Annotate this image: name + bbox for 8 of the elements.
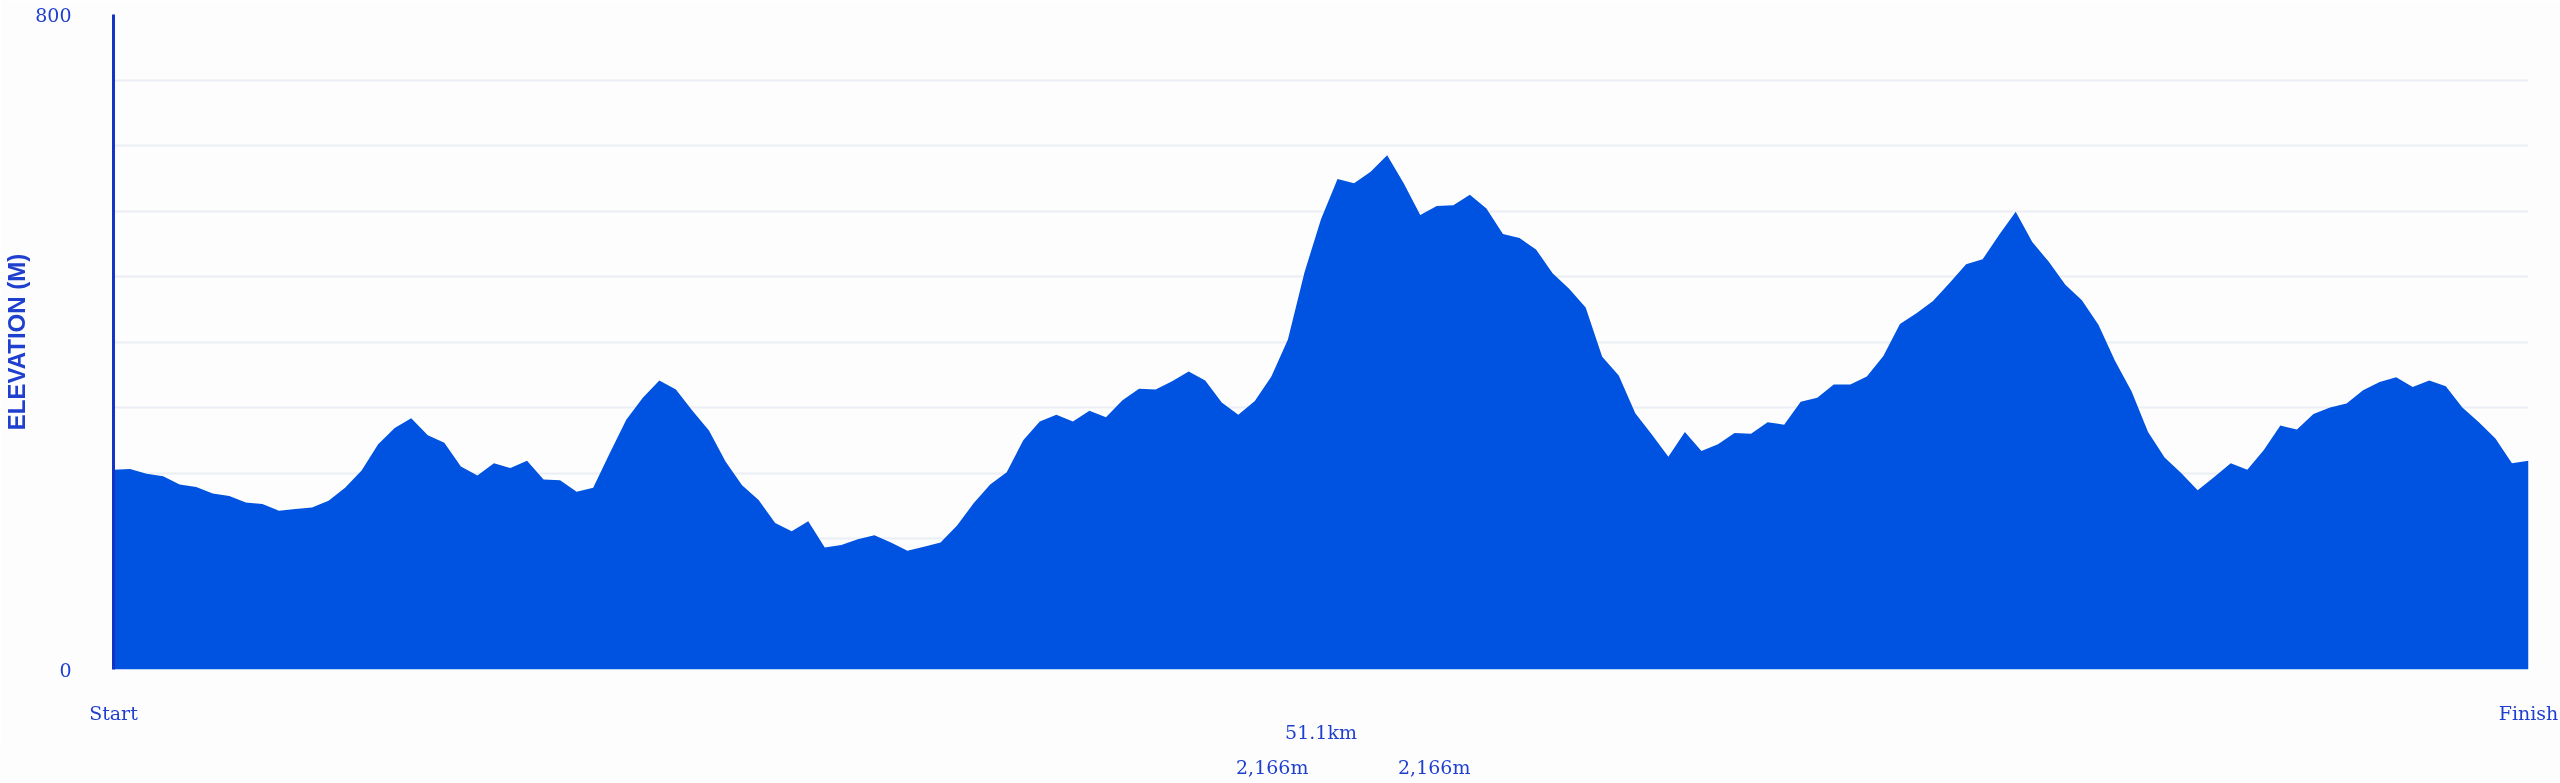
x-tick-label: Finish: [2498, 701, 2559, 724]
y-tick-label: 800: [35, 3, 72, 26]
text: 2,166m: [1398, 756, 1471, 778]
text: 2,166m: [1236, 756, 1309, 778]
x-axis-title: 51.1km: [1285, 720, 1357, 743]
y-axis-title: ELEVATION (M): [3, 253, 31, 431]
x-tick-label: Start: [89, 701, 139, 724]
y-tick-label: 0: [59, 658, 72, 681]
